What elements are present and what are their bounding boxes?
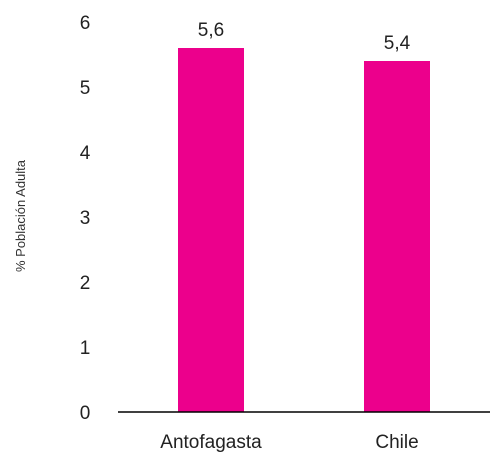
bar (178, 48, 244, 412)
y-tick-label: 3 (80, 208, 91, 229)
x-axis-labels: Antofagasta Chile (160, 432, 418, 453)
data-labels: 5,6 5,4 (198, 20, 411, 54)
bar (364, 61, 430, 412)
y-axis-ticks: 0 1 2 3 4 5 6 (80, 13, 91, 424)
y-tick-label: 5 (80, 78, 91, 99)
y-tick-label: 6 (80, 13, 91, 34)
bars (178, 48, 430, 412)
category-label: Chile (375, 432, 418, 453)
y-tick-label: 2 (80, 273, 91, 294)
y-tick-label: 4 (80, 143, 91, 164)
category-label: Antofagasta (160, 432, 262, 453)
y-axis-title: % Población Adulta (13, 159, 28, 272)
bar-value-label: 5,4 (384, 33, 411, 54)
y-tick-label: 1 (80, 338, 91, 359)
bar-value-label: 5,6 (198, 20, 224, 41)
y-tick-label: 0 (80, 403, 91, 424)
